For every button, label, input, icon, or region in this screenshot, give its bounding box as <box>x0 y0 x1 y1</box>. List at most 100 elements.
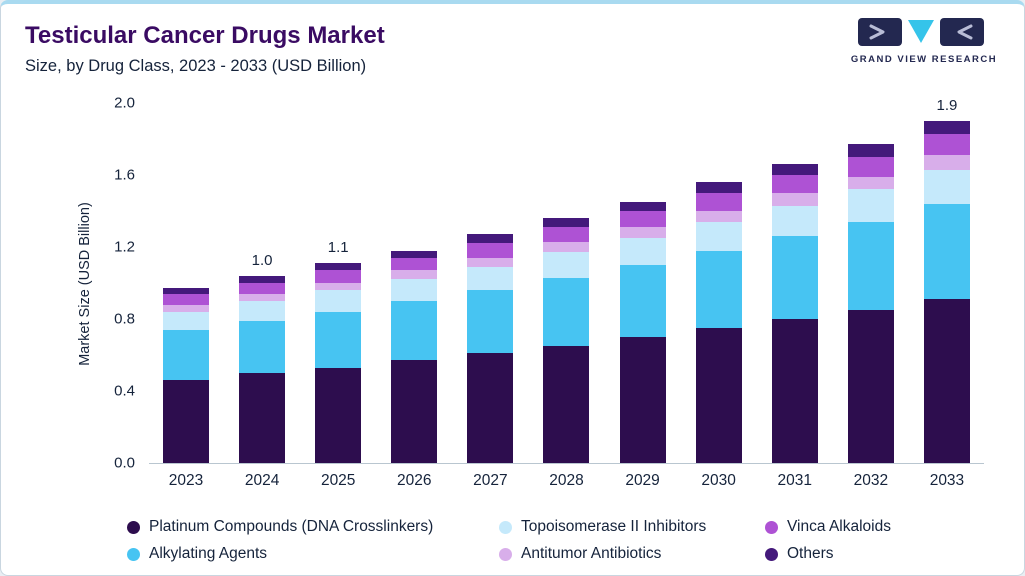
bar-segment <box>467 257 514 267</box>
x-axis-label: 2028 <box>549 472 584 489</box>
x-axis-label: 2027 <box>473 472 508 489</box>
grand-view-research-logo: GRAND VIEW RESEARCH <box>848 18 1000 65</box>
legend-label: Antitumor Antibiotics <box>521 545 662 562</box>
y-tick-label: 2.0 <box>114 94 135 112</box>
bar-segment <box>695 193 742 212</box>
bar-column-2031: 2031 <box>771 104 818 489</box>
bar-segment <box>163 329 209 381</box>
bar-segment <box>771 319 818 463</box>
bar-column-2024: 1.0 2024 <box>239 104 286 489</box>
bar-segment <box>163 288 209 294</box>
bar-total-label: 1.9 <box>936 97 958 114</box>
bar-segment <box>543 227 590 242</box>
x-axis-label: 2025 <box>320 472 356 489</box>
page-title: Testicular Cancer Drugs Market <box>25 22 385 49</box>
bar-segment <box>771 193 818 206</box>
y-tick-label: 1.2 <box>114 238 135 256</box>
x-axis-label: 2023 <box>168 472 204 489</box>
logo-text: GRAND VIEW RESEARCH <box>850 54 998 65</box>
bar-column-2030: 2030 <box>695 104 742 489</box>
bar-segment <box>315 367 362 463</box>
bar-segment <box>467 234 514 244</box>
bar-column-2032: 2032 <box>847 104 894 489</box>
bars-container: 2023 1.0 2024 1.1 2025 2026 2027 2028 2029 2030 20… <box>149 97 984 489</box>
bar-segment <box>923 155 970 170</box>
bar-segment <box>239 283 286 294</box>
bar-segment <box>923 121 970 134</box>
bar-segment <box>163 311 209 330</box>
legend-dot-icon <box>765 547 778 561</box>
bar-segment <box>771 205 818 237</box>
bar-column-2025: 1.1 2025 <box>315 104 362 489</box>
bar-total-label: 1.0 <box>251 251 273 269</box>
x-axis-label: 2026 <box>397 472 432 489</box>
bar-segment <box>315 270 362 284</box>
bar-segment <box>847 189 894 222</box>
bar-segment <box>771 175 818 194</box>
legend-label: Topoisomerase II Inhibitors <box>521 518 707 535</box>
x-axis-label: 2029 <box>625 472 660 489</box>
bar-segment <box>163 380 209 463</box>
y-tick-label: 0.0 <box>114 454 135 472</box>
legend-item: Alkylating Agents <box>127 545 499 563</box>
bar-column-2029: 2029 <box>619 104 666 489</box>
x-axis-label: 2024 <box>244 472 280 489</box>
y-tick-label: 0.8 <box>114 310 135 328</box>
bar-segment <box>315 263 362 271</box>
bar-segment <box>467 290 514 354</box>
bar-segment <box>695 328 742 463</box>
bar-segment <box>847 221 894 310</box>
x-axis-label: 2032 <box>853 472 889 489</box>
bar-segment <box>543 218 590 228</box>
bar-segment <box>619 238 666 265</box>
bar-segment <box>315 311 362 368</box>
bar-segment <box>467 243 514 258</box>
bar-segment <box>391 257 438 271</box>
legend-dot-icon <box>127 547 140 561</box>
legend-dot-icon <box>765 520 778 534</box>
bar-segment <box>923 169 970 204</box>
bar-segment <box>543 277 590 346</box>
bar-segment <box>923 133 970 156</box>
bar-segment <box>163 304 209 312</box>
legend-item: Topoisomerase II Inhibitors <box>499 518 765 536</box>
bar-segment <box>467 353 514 463</box>
bar-segment <box>771 236 818 319</box>
bar-segment <box>619 265 666 337</box>
bar-total-label: 1.1 <box>327 239 349 257</box>
bar-column-2033: 1.9 2033 <box>923 97 970 489</box>
bar-segment <box>391 270 438 280</box>
bar-segment <box>695 250 742 328</box>
bar-segment <box>847 157 894 177</box>
bar-segment <box>391 279 438 302</box>
bar-segment <box>239 293 286 302</box>
legend-label: Platinum Compounds (DNA Crosslinkers) <box>149 518 434 535</box>
bar-segment <box>467 266 514 291</box>
bar-segment <box>239 373 286 463</box>
bar-segment <box>543 346 590 463</box>
bar-segment <box>695 211 742 222</box>
legend-label: Others <box>787 545 834 562</box>
bar-segment <box>619 227 666 238</box>
page-subtitle: Size, by Drug Class, 2023 - 2033 (USD Bi… <box>25 57 367 75</box>
x-axis-label: 2030 <box>701 472 736 489</box>
y-axis-label: Market Size (USD Billion) <box>77 202 93 366</box>
bar-segment <box>923 203 970 300</box>
header: Testicular Cancer Drugs Market Size, by … <box>1 4 1024 78</box>
bar-column-2028: 2028 <box>543 104 590 489</box>
bar-segment <box>619 337 666 463</box>
legend-item: Platinum Compounds (DNA Crosslinkers) <box>127 518 499 536</box>
bar-segment <box>543 241 590 253</box>
plot-area: 0.0 0.4 0.8 1.2 1.6 2.0 2023 1.0 2024 1.1 2025 202… <box>114 95 984 489</box>
bar-segment <box>847 310 894 463</box>
bar-segment <box>923 299 970 463</box>
legend-label: Vinca Alkaloids <box>787 518 891 535</box>
bar-segment <box>239 275 286 284</box>
bar-segment <box>619 202 666 212</box>
bar-column-2023: 2023 <box>163 104 209 489</box>
legend: Platinum Compounds (DNA Crosslinkers) Top… <box>127 518 1004 563</box>
legend-dot-icon <box>499 547 512 561</box>
bar-segment <box>695 182 742 194</box>
bar-segment <box>239 320 286 373</box>
